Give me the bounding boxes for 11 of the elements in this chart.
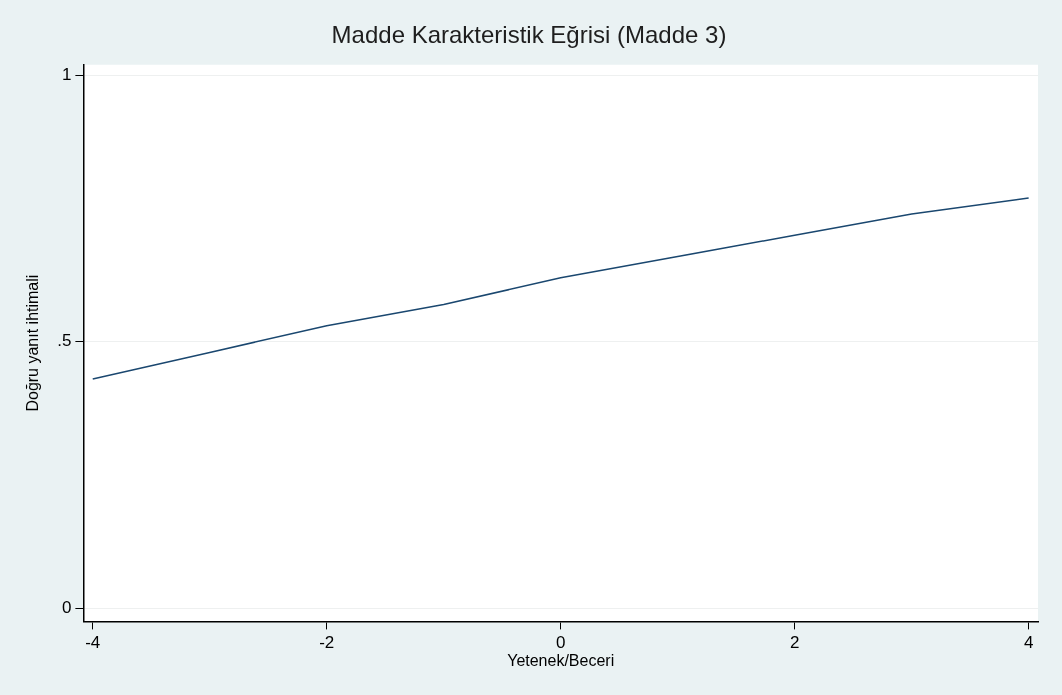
x-axis-title: Yetenek/Beceri bbox=[507, 651, 615, 669]
y-axis-title: Doğru yanıt ihtimali bbox=[24, 274, 42, 412]
x-tick-label: 2 bbox=[789, 633, 800, 653]
x-tick-label: -4 bbox=[85, 633, 101, 653]
y-tick-label: 0 bbox=[61, 597, 72, 617]
y-tick-label: 1 bbox=[61, 65, 72, 85]
y-tick-label: .5 bbox=[57, 331, 72, 351]
chart-title: Madde Karakteristik Eğrisi (Madde 3) bbox=[331, 21, 727, 49]
x-tick-label: 4 bbox=[1023, 633, 1034, 653]
x-tick-label: 0 bbox=[555, 633, 566, 653]
x-tick-label: -2 bbox=[319, 633, 335, 653]
